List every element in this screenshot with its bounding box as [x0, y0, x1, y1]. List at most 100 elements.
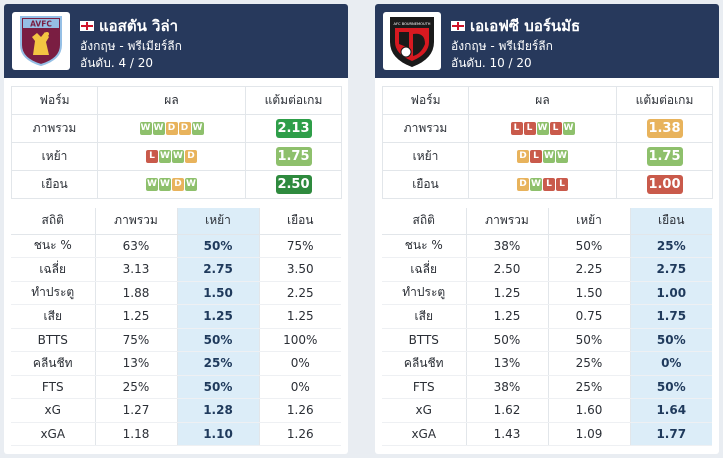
result-badge[interactable]: L: [146, 150, 158, 163]
stat-label: FTS: [11, 375, 96, 399]
stat-label: ชนะ %: [382, 234, 467, 258]
results-col-header: ผล: [468, 86, 617, 115]
stat-value: 1.09: [548, 422, 631, 446]
stats-row: ทำประตู 1.25 1.50 1.00: [382, 281, 712, 305]
result-badge[interactable]: W: [556, 150, 568, 163]
stats-row: BTTS 50% 50% 50%: [382, 328, 712, 352]
away-col-header[interactable]: เยือน: [630, 208, 712, 235]
stat-value: 75%: [259, 234, 341, 258]
stat-value: 1.18: [95, 422, 178, 446]
stat-value: 1.27: [95, 398, 178, 423]
team-card-away: AFC BOURNEMOUTH เอเอฟซี บอร์นมัธ อังกฤษ …: [375, 4, 719, 454]
result-badge[interactable]: L: [523, 122, 536, 135]
stat-label: xGA: [11, 422, 96, 446]
stat-value: 13%: [466, 351, 549, 376]
result-badge[interactable]: W: [185, 178, 197, 191]
league-label[interactable]: อังกฤษ - พรีเมียร์ลีก: [451, 39, 553, 53]
result-badge[interactable]: W: [139, 122, 152, 135]
result-badge[interactable]: W: [152, 122, 165, 135]
result-badge[interactable]: L: [556, 178, 568, 191]
stat-value: 63%: [95, 234, 178, 258]
bournemouth-crest-icon[interactable]: AFC BOURNEMOUTH: [383, 12, 441, 70]
team-name[interactable]: แอสตัน วิล่า: [80, 14, 178, 38]
result-badge[interactable]: W: [159, 150, 171, 163]
result-badge[interactable]: W: [562, 122, 575, 135]
result-badge[interactable]: W: [172, 150, 184, 163]
stat-value: 2.50: [466, 257, 549, 282]
ppg-cell: 1.75: [616, 142, 713, 171]
home-col-header[interactable]: เหย้า: [177, 208, 260, 235]
stat-value: 1.25: [95, 304, 178, 329]
stat-value: 50%: [548, 234, 631, 258]
result-badge[interactable]: W: [159, 178, 171, 191]
result-badge[interactable]: D: [517, 178, 529, 191]
stats-col-header: สถิติ: [11, 208, 96, 235]
stat-value: 50%: [630, 375, 712, 399]
stat-value: 1.50: [548, 281, 631, 305]
stats-row: ทำประตู 1.88 1.50 2.25: [11, 281, 341, 305]
stats-col-header: สถิติ: [382, 208, 467, 235]
result-badge[interactable]: L: [530, 150, 542, 163]
home-col-header[interactable]: เหย้า: [548, 208, 631, 235]
stat-value: 25%: [95, 375, 178, 399]
form-table: ฟอร์ม ผล แต้มต่อเกม ภาพรวม L L W L W 1.38 เหย้า…: [382, 86, 713, 199]
result-badge[interactable]: W: [191, 122, 204, 135]
away-col-header[interactable]: เยือน: [259, 208, 341, 235]
stat-value: 1.28: [177, 398, 260, 423]
aston-villa-crest-icon[interactable]: AVFC: [12, 12, 70, 70]
stat-value: 1.26: [259, 422, 341, 446]
stat-label: เฉลี่ย: [11, 257, 96, 282]
england-flag-icon: [80, 21, 94, 31]
league-label[interactable]: อังกฤษ - พรีเมียร์ลีก: [80, 39, 182, 53]
stats-table: สถิติ ภาพรวม เหย้า เยือน ชนะ % 38% 50% 25% เ…: [382, 208, 712, 446]
stat-label: ทำประตู: [382, 281, 467, 305]
stat-label: xG: [382, 398, 467, 423]
stats-table: สถิติ ภาพรวม เหย้า เยือน ชนะ % 63% 50% 75% เ…: [11, 208, 341, 446]
form-table: ฟอร์ม ผล แต้มต่อเกม ภาพรวม W W D D W 2.13 เหย้า…: [11, 86, 342, 199]
ppg-badge: 2.50: [275, 175, 312, 194]
stat-value: 0%: [259, 375, 341, 399]
ppg-cell: 1.38: [616, 114, 713, 143]
result-badge[interactable]: D: [517, 150, 529, 163]
result-badge[interactable]: D: [178, 122, 191, 135]
result-badge[interactable]: W: [530, 178, 542, 191]
stat-label: FTS: [382, 375, 467, 399]
form-row-label: เหย้า: [11, 142, 98, 171]
stats-row: ชนะ % 38% 50% 25%: [382, 234, 712, 258]
stat-value: 1.64: [630, 398, 712, 423]
stat-value: 25%: [548, 375, 631, 399]
stat-value: 0.75: [548, 304, 631, 329]
form-row: ภาพรวม W W D D W 2.13: [11, 114, 342, 143]
stat-value: 25%: [548, 351, 631, 376]
ppg-cell: 2.13: [245, 114, 342, 143]
stats-row: เฉลี่ย 3.13 2.75 3.50: [11, 257, 341, 282]
result-badge[interactable]: L: [510, 122, 523, 135]
team-name[interactable]: เอเอฟซี บอร์นมัธ: [451, 14, 580, 38]
result-badge[interactable]: D: [185, 150, 197, 163]
stat-value: 3.50: [259, 257, 341, 282]
result-badge[interactable]: L: [549, 122, 562, 135]
overall-col-header[interactable]: ภาพรวม: [466, 208, 549, 235]
stat-value: 1.88: [95, 281, 178, 305]
stat-value: 1.77: [630, 422, 712, 446]
ppg-cell: 1.00: [616, 170, 713, 199]
result-badge[interactable]: D: [172, 178, 184, 191]
stat-label: เสีย: [382, 304, 467, 329]
rank-label: อันดับ. 4 / 20: [80, 56, 154, 70]
result-badge[interactable]: D: [165, 122, 178, 135]
stat-value: 1.25: [259, 304, 341, 329]
stat-value: 0%: [259, 351, 341, 376]
stat-value: 1.25: [466, 281, 549, 305]
overall-col-header[interactable]: ภาพรวม: [95, 208, 178, 235]
form-row: เหย้า L W W D 1.75: [11, 142, 342, 171]
form-row-label: เยือน: [382, 170, 469, 199]
result-badge[interactable]: W: [146, 178, 158, 191]
stat-value: 0%: [630, 351, 712, 376]
result-badge[interactable]: W: [543, 150, 555, 163]
result-badge[interactable]: L: [543, 178, 555, 191]
result-badge[interactable]: W: [536, 122, 549, 135]
stat-label: BTTS: [382, 328, 467, 352]
